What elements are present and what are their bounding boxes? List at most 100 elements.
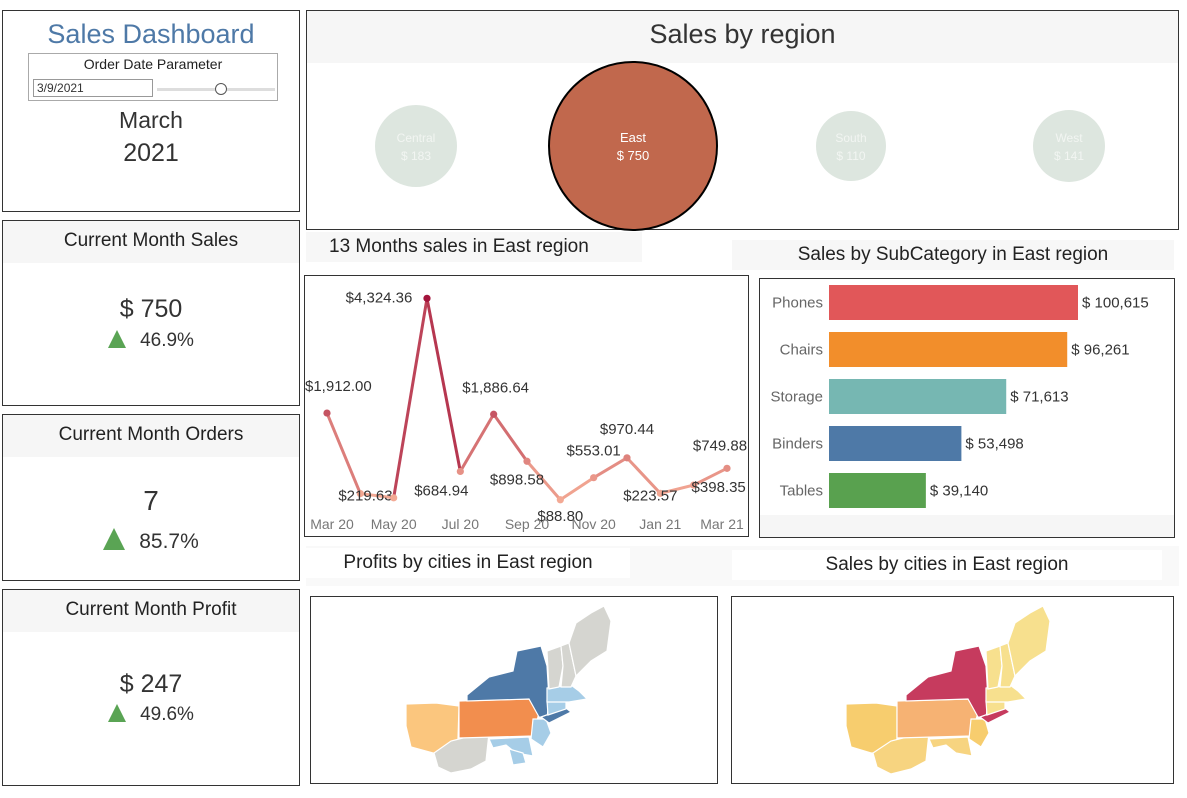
kpi-orders-value: 7 [143, 485, 159, 516]
kpi-profit-card: Current Month Profit $ 247 49.6% [2, 589, 300, 786]
line-chart-title: 13 Months sales in East region [306, 232, 642, 262]
x-tick-label: Mar 20 [310, 516, 354, 532]
bar-chairs[interactable] [829, 332, 1068, 367]
map-state-pennsylvania[interactable] [896, 698, 979, 739]
map-state-pennsylvania[interactable] [458, 698, 540, 739]
bar-category-label: Chairs [780, 342, 823, 359]
map-state-new-jersey[interactable] [968, 718, 990, 748]
map-state-new-york[interactable] [466, 645, 550, 720]
region-chart-title: Sales by region [649, 19, 836, 49]
sales-map-title: Sales by cities in East region [732, 550, 1162, 580]
map-state-vermont[interactable] [985, 645, 1003, 690]
line-point[interactable] [390, 494, 398, 502]
bubble-east-name: East [620, 130, 646, 145]
line-point[interactable] [423, 294, 431, 302]
kpi-profit-value: $ 247 [119, 670, 183, 698]
bubble-west[interactable]: West $ 141 [1033, 110, 1105, 182]
profit-map-panel [310, 596, 718, 784]
bar-phones[interactable] [829, 285, 1078, 320]
region-title-band [307, 11, 1178, 63]
line-segment [558, 476, 596, 502]
x-tick-label: Sep 20 [505, 516, 550, 532]
profit-map-title: Profits by cities in East region [306, 548, 630, 578]
map-state-maine[interactable] [568, 605, 612, 678]
line-point-label: $223.57 [623, 487, 677, 504]
bar-value-label: $ 71,613 [1010, 389, 1068, 406]
line-point[interactable] [323, 409, 331, 417]
line-segment [425, 296, 462, 473]
dashboard-title: Sales Dashboard [47, 19, 255, 49]
line-point[interactable] [556, 496, 564, 504]
kpi-sales-value: $ 750 [119, 295, 183, 323]
line-segment [625, 456, 662, 495]
line-point-label: $684.94 [414, 482, 468, 499]
bar-tables[interactable] [829, 473, 926, 508]
bar-value-label: $ 39,140 [930, 483, 988, 500]
map-state-maryland[interactable] [928, 736, 973, 757]
map-state-new-york[interactable] [905, 645, 989, 720]
order-date-parameter: Order Date Parameter [28, 53, 278, 101]
bar-storage[interactable] [829, 379, 1007, 414]
line-segment [658, 483, 696, 495]
line-point[interactable] [656, 489, 664, 497]
line-point-label: $219.63 [338, 488, 392, 505]
x-tick-label: Jul 20 [442, 516, 480, 532]
kpi-orders-card: Current Month Orders 7 85.7% [2, 414, 300, 581]
bubble-east-value: $ 750 [617, 148, 650, 163]
line-point[interactable] [523, 457, 531, 465]
x-tick-label: Mar 21 [700, 516, 744, 532]
bar-category-label: Storage [770, 389, 823, 406]
line-point[interactable] [623, 454, 631, 462]
bubble-south-value: $ 110 [836, 149, 865, 163]
sales-map [845, 605, 1051, 775]
kpi-orders-change: 85.7% [3, 528, 299, 554]
bar-chart-footer-band [760, 515, 1174, 537]
map-state-virginia-delaware[interactable] [508, 748, 527, 766]
line-point-label: $1,886.64 [462, 379, 529, 396]
line-point[interactable] [690, 481, 698, 489]
line-segment [692, 466, 729, 487]
bubble-east[interactable]: East $ 750 [548, 61, 718, 231]
line-point-label: $553.01 [567, 443, 621, 460]
order-date-input[interactable] [33, 79, 153, 97]
bubble-west-value: $ 141 [1054, 149, 1084, 163]
kpi-profit-title: Current Month Profit [3, 590, 299, 632]
line-point-label: $398.35 [692, 479, 746, 496]
kpi-sales-card: Current Month Sales $ 750 46.9% [2, 220, 300, 406]
line-point[interactable] [356, 489, 364, 498]
line-point-label: $898.58 [490, 471, 544, 488]
bar-chart-panel: Phones $ 100,615 Chairs $ 96,261 Storage $ 71… [759, 278, 1175, 538]
bar-category-label: Binders [772, 436, 823, 453]
map-state-maine[interactable] [1007, 605, 1051, 678]
kpi-sales-title: Current Month Sales [3, 221, 299, 263]
bubble-central-value: $ 183 [401, 149, 431, 163]
line-point-label: $970.44 [600, 421, 654, 438]
region-panel: Sales by region [306, 10, 1179, 230]
line-point[interactable] [590, 474, 598, 482]
map-state-west-virginia[interactable] [433, 732, 490, 774]
line-point[interactable] [490, 410, 498, 418]
line-point[interactable] [456, 467, 464, 476]
line-point[interactable] [723, 464, 731, 472]
line-chart-panel: $1,912.00 $219.63 $4,324.36 $684.94 $1,886.6… [304, 275, 749, 537]
bubble-central[interactable]: Central $ 183 [375, 105, 457, 187]
kpi-orders-change-value: 85.7% [139, 530, 199, 553]
up-arrow-icon [108, 704, 127, 722]
bubble-west-name: West [1055, 131, 1083, 145]
up-arrow-icon [103, 528, 126, 550]
bubble-south[interactable]: South $ 110 [816, 111, 886, 181]
map-state-vermont[interactable] [546, 645, 564, 690]
current-year: 2021 [123, 139, 179, 167]
bar-chart: Phones $ 100,615 Chairs $ 96,261 Storage $ 71… [770, 285, 1149, 508]
map-state-new-jersey[interactable] [530, 718, 552, 748]
bar-binders[interactable] [829, 426, 962, 461]
bar-value-label: $ 53,498 [965, 436, 1023, 453]
map-state-west-virginia[interactable] [872, 732, 930, 775]
kpi-orders-title: Current Month Orders [3, 415, 299, 457]
line-point-label: $1,912.00 [305, 378, 372, 395]
date-slider-handle[interactable] [215, 83, 227, 95]
bar-value-label: $ 100,615 [1082, 295, 1149, 312]
x-tick-label: May 20 [371, 516, 417, 532]
line-segment [492, 412, 529, 463]
line-point-label: $88.80 [537, 508, 583, 525]
